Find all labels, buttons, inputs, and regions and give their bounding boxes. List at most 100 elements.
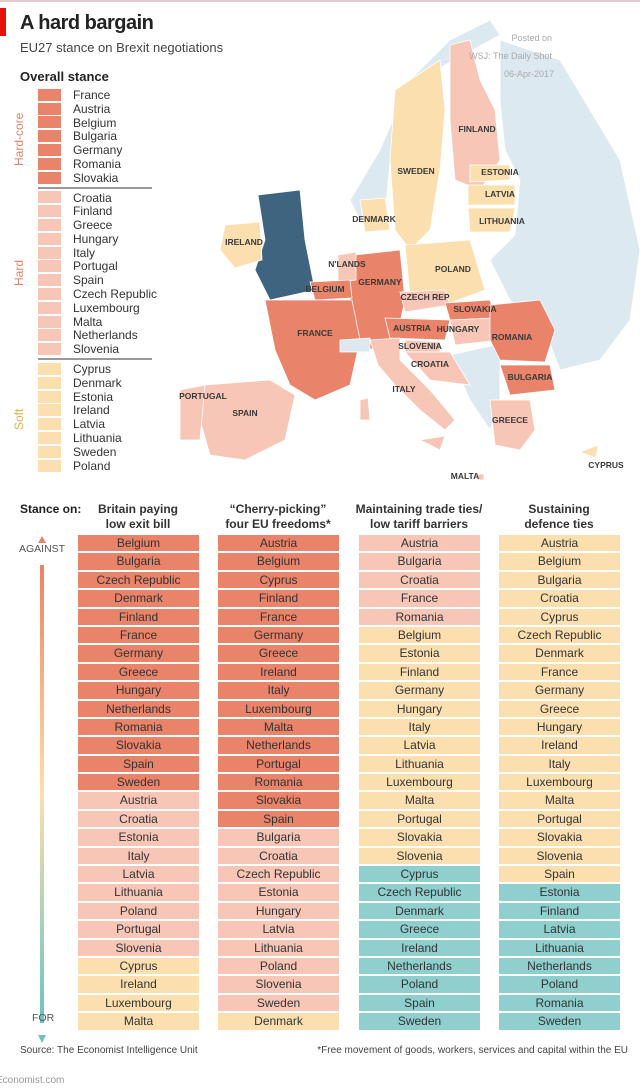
stance-cell-hardcore: Spain <box>78 755 199 773</box>
stance-cell-soft: Hungary <box>359 700 480 717</box>
stance-cell-soft: Slovakia <box>359 829 480 846</box>
stance-cell-hardcore: France <box>78 626 199 644</box>
map-country-sweden <box>389 59 446 251</box>
legend-swatch <box>38 246 61 259</box>
stance-cell-soft: Czech Republic <box>499 626 620 644</box>
stance-cell-for: Czech Republic <box>359 884 480 901</box>
stance-cell-hardcore: Hungary <box>78 682 199 699</box>
legend-item: Greece <box>38 218 157 232</box>
map-country-bulgaria <box>499 364 556 396</box>
stance-cell-soft: Estonia <box>359 645 480 662</box>
map-country-sicily <box>418 435 446 451</box>
stance-cell-hard: Austria <box>359 535 480 552</box>
legend-country: Slovakia <box>73 170 119 185</box>
legend-divider <box>38 186 152 189</box>
legend-country: Cyprus <box>73 362 112 377</box>
map-label-slovenia: SLOVENIA <box>398 341 441 351</box>
legend-country: Croatia <box>73 190 112 205</box>
legend-item: Luxembourg <box>38 301 157 315</box>
legend-item: Spain <box>38 273 157 287</box>
stance-cell-hardcore: Germany <box>218 626 339 644</box>
legend-swatch <box>38 260 61 273</box>
map-country-belgium <box>309 279 353 301</box>
stance-cell-hardcore: Italy <box>218 682 339 699</box>
stance-cell-hardcore: Portugal <box>218 755 339 773</box>
legend-swatch <box>38 459 61 472</box>
map-label-croatia: CROATIA <box>411 359 449 369</box>
map-country-romania <box>489 299 556 363</box>
stance-cell-for: Poland <box>359 976 480 993</box>
stance-cell-soft: Denmark <box>499 645 620 662</box>
stance-column: Austria Belgium Bulgaria Croatia Cyprus Czech… <box>499 535 620 1032</box>
stance-cell-hard: Slovenia <box>218 976 339 993</box>
stance-cell-hard: Croatia <box>218 847 339 865</box>
stance-cell-soft: Cyprus <box>499 608 620 625</box>
stance-cell-soft: Belgium <box>499 553 620 570</box>
stance-cell-soft: France <box>499 663 620 681</box>
stance-cell-soft: Slovakia <box>499 829 620 846</box>
column-header: “Cherry-picking” four EU freedoms* <box>208 502 348 532</box>
map-country-cyprus <box>578 444 599 459</box>
legend-item: Estonia <box>38 390 122 404</box>
stance-cell-soft: Slovenia <box>499 847 620 865</box>
map-label-bulgaria: BULGARIA <box>508 372 553 382</box>
stance-cell-hardcore: Netherlands <box>78 700 199 717</box>
legend-item: Portugal <box>38 259 157 273</box>
stance-cell-hard: Estonia <box>218 884 339 901</box>
stance-cell-hardcore: Netherlands <box>218 737 339 754</box>
map-label-france: FRANCE <box>297 328 333 338</box>
column-header: Britain paying low exit bill <box>68 502 208 532</box>
stance-cell-hard: France <box>359 590 480 607</box>
stance-cell-hardcore: Czech Republic <box>78 571 199 589</box>
stance-cell-hard: Lithuania <box>218 939 339 956</box>
against-for-arrow <box>38 536 46 1043</box>
legend-swatch <box>38 191 61 204</box>
map-label-italy: ITALY <box>392 384 415 394</box>
column-header-line: low tariff barriers <box>369 517 469 531</box>
stance-cell-soft: Italy <box>359 718 480 736</box>
map-label-cyprus: CYPRUS <box>588 460 624 470</box>
stance-cell-for: Denmark <box>359 902 480 920</box>
map-country-ireland <box>219 221 263 269</box>
chart-title: A hard bargain <box>20 12 154 34</box>
stance-cell-soft: Portugal <box>499 810 620 828</box>
map-label-belgium: BELGIUM <box>305 284 344 294</box>
stance-cell-for: Finland <box>499 902 620 920</box>
legend-country: France <box>73 87 111 102</box>
legend-item: Austria <box>38 102 122 116</box>
stance-cell-soft: Italy <box>499 755 620 773</box>
stance-cell-hardcore: Cyprus <box>218 571 339 589</box>
stance-cell-soft: Germany <box>359 682 480 699</box>
posted-source: WSJ: The Daily Shot <box>469 51 552 61</box>
stance-cell-soft: Denmark <box>218 1013 339 1030</box>
stance-cell-hard: Italy <box>78 847 199 865</box>
legend-country: Slovenia <box>73 342 120 357</box>
legend-country: Austria <box>73 101 111 116</box>
stance-cell-hard: Czech Republic <box>218 866 339 883</box>
legend-group-hardcore: France Austria Belgium Bulgaria Germany Roman… <box>38 88 122 185</box>
map-label-lithuania: LITHUANIA <box>479 216 525 226</box>
legend-item: Slovakia <box>38 171 122 185</box>
stance-cell-hard: Hungary <box>218 902 339 920</box>
map-country-netherlands <box>337 251 357 283</box>
map-label-austria: AUSTRIA <box>393 323 431 333</box>
stance-cell-soft: Spain <box>499 866 620 883</box>
stance-cell-hardcore: Germany <box>78 645 199 662</box>
stance-cell-hard: Austria <box>78 792 199 809</box>
stance-cell-hard: Estonia <box>78 829 199 846</box>
stance-cell-hardcore: Romania <box>218 774 339 791</box>
stance-cell-hardcore: Austria <box>218 535 339 552</box>
stance-cell-hardcore: Luxembourg <box>218 700 339 717</box>
legend-swatch <box>38 88 61 101</box>
brand-url: Economist.com <box>0 1075 65 1086</box>
stance-cell-soft: Latvia <box>359 737 480 754</box>
for-label: FOR <box>32 1012 55 1024</box>
stance-cell-soft: Lithuania <box>359 755 480 773</box>
legend-swatch <box>38 116 61 129</box>
stance-cell-soft: Luxembourg <box>78 994 199 1012</box>
stance-cell-hardcore: Ireland <box>218 663 339 681</box>
stance-cell-hardcore: Greece <box>78 663 199 681</box>
stance-cell-for: Netherlands <box>359 957 480 975</box>
legend-item: Italy <box>38 246 157 260</box>
map-label-estonia: ESTONIA <box>481 167 519 177</box>
